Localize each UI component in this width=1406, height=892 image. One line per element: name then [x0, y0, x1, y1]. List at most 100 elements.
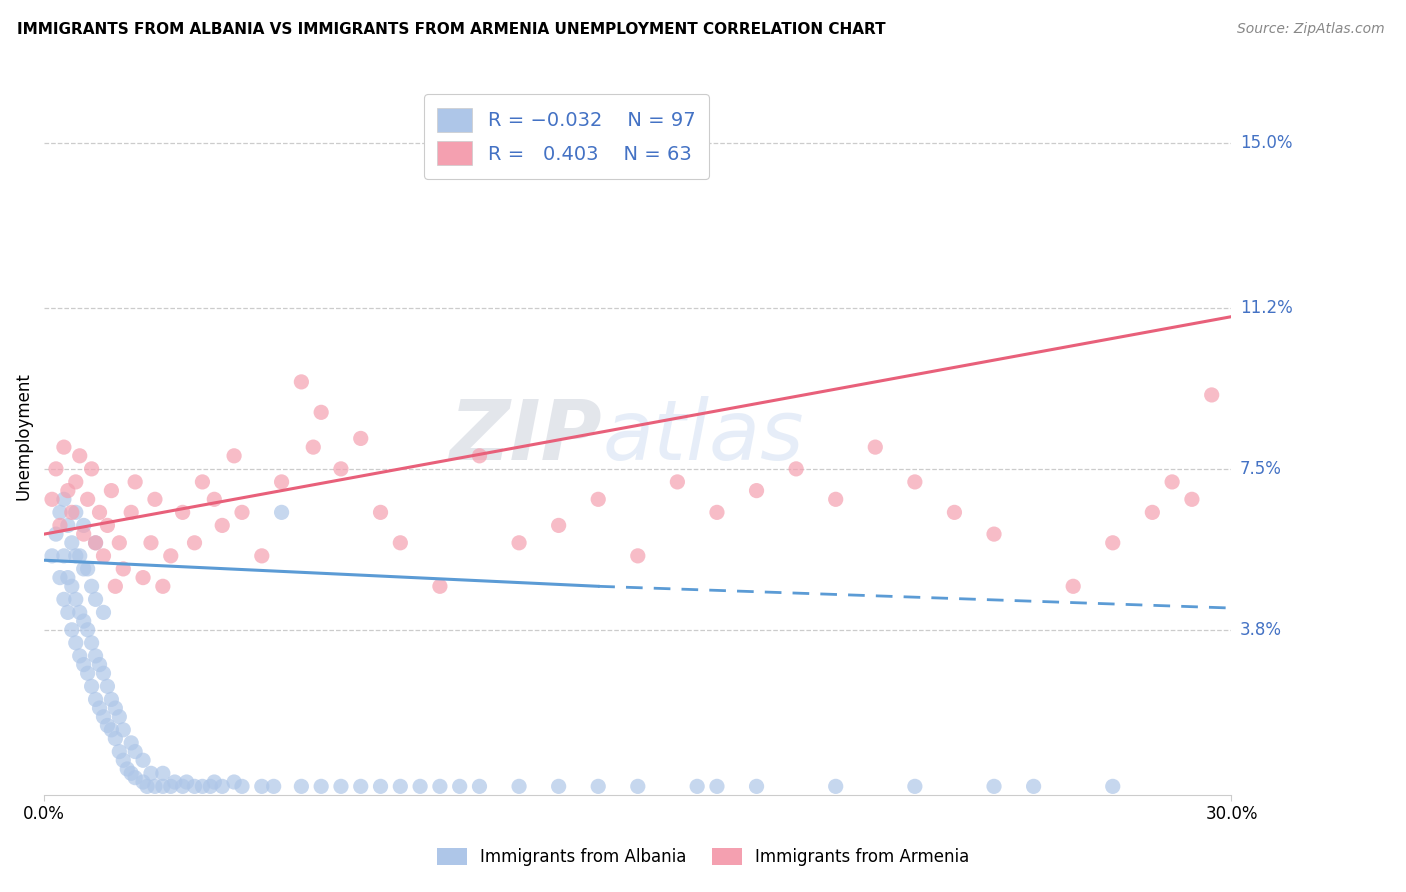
Point [84, 592, 107, 607]
Point [865, 440, 887, 454]
Point [202, 492, 225, 507]
Point [84, 648, 107, 663]
Point [290, 780, 312, 794]
Point [1101, 536, 1123, 550]
Point [112, 562, 135, 576]
Point [108, 536, 131, 550]
Point [547, 518, 569, 533]
Point [76, 666, 98, 681]
Point [69, 449, 91, 463]
Point [124, 771, 146, 785]
Point [191, 475, 214, 489]
Text: 7.5%: 7.5% [1240, 460, 1282, 478]
Point [96, 718, 118, 732]
Point [429, 780, 451, 794]
Point [202, 775, 225, 789]
Text: 11.2%: 11.2% [1240, 299, 1292, 317]
Point [132, 753, 155, 767]
Point [139, 536, 162, 550]
Point [143, 492, 166, 507]
Point [172, 780, 194, 794]
Point [824, 780, 846, 794]
Point [211, 518, 233, 533]
Point [76, 562, 98, 576]
Text: atlas: atlas [602, 396, 804, 476]
Point [152, 780, 174, 794]
Point [52, 592, 75, 607]
Point [302, 440, 325, 454]
Point [49, 518, 72, 533]
Point [943, 505, 966, 519]
Point [429, 579, 451, 593]
Point [183, 780, 205, 794]
Point [222, 449, 245, 463]
Point [49, 571, 72, 585]
Point [330, 462, 353, 476]
Point [904, 780, 927, 794]
Point [904, 475, 927, 489]
Point [56, 571, 79, 585]
Point [80, 579, 103, 593]
Point [89, 505, 111, 519]
Point [686, 780, 709, 794]
Point [159, 780, 181, 794]
Point [60, 579, 83, 593]
Point [132, 571, 155, 585]
Point [76, 492, 98, 507]
Point [89, 701, 111, 715]
Point [120, 736, 142, 750]
Point [65, 505, 87, 519]
Text: Source: ZipAtlas.com: Source: ZipAtlas.com [1237, 22, 1385, 37]
Point [93, 710, 115, 724]
Point [49, 505, 72, 519]
Point [350, 780, 373, 794]
Point [69, 648, 91, 663]
Point [76, 623, 98, 637]
Point [143, 780, 166, 794]
Point [41, 492, 63, 507]
Point [983, 527, 1005, 541]
Point [200, 780, 222, 794]
Point [100, 483, 122, 498]
Point [56, 606, 79, 620]
Point [84, 692, 107, 706]
Point [80, 462, 103, 476]
Point [250, 549, 273, 563]
Point [41, 549, 63, 563]
Point [250, 780, 273, 794]
Point [309, 405, 332, 419]
Point [65, 549, 87, 563]
Point [163, 775, 186, 789]
Point [1142, 505, 1164, 519]
Point [1201, 388, 1223, 402]
Y-axis label: Unemployment: Unemployment [15, 372, 32, 500]
Point [508, 780, 530, 794]
Point [69, 606, 91, 620]
Point [176, 775, 198, 789]
Point [65, 592, 87, 607]
Point [80, 636, 103, 650]
Point [183, 536, 205, 550]
Point [104, 579, 127, 593]
Point [270, 475, 292, 489]
Point [104, 731, 127, 746]
Point [56, 483, 79, 498]
Point [586, 780, 609, 794]
Point [100, 723, 122, 737]
Point [73, 657, 96, 672]
Point [409, 780, 432, 794]
Point [290, 375, 312, 389]
Point [132, 775, 155, 789]
Point [270, 505, 292, 519]
Point [1181, 492, 1204, 507]
Point [73, 562, 96, 576]
Point [159, 549, 181, 563]
Point [152, 579, 174, 593]
Point [108, 745, 131, 759]
Point [1101, 780, 1123, 794]
Legend: Immigrants from Albania, Immigrants from Armenia: Immigrants from Albania, Immigrants from… [429, 840, 977, 875]
Point [508, 536, 530, 550]
Point [65, 475, 87, 489]
Point [52, 492, 75, 507]
Point [627, 780, 650, 794]
